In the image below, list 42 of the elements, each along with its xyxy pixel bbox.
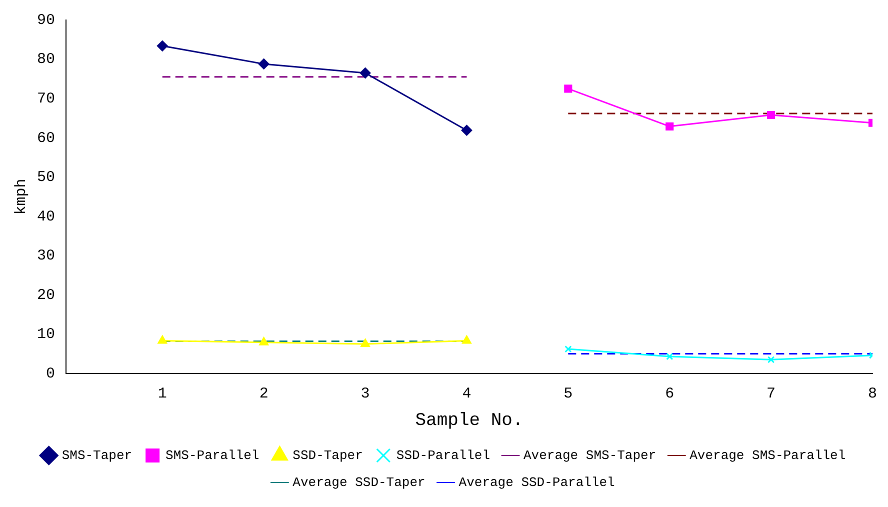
point [564, 345, 572, 353]
point [767, 110, 776, 120]
y-tick-label: 30 [36, 248, 56, 265]
y-tick-label: 60 [36, 130, 56, 147]
legend-label: Average SSD-Parallel [458, 474, 616, 490]
point [666, 352, 674, 360]
x-tick-label: 7 [766, 385, 776, 402]
y-tick-label: 70 [36, 90, 56, 108]
point [158, 335, 168, 344]
legend-label: Average SMS-Parallel [690, 448, 846, 463]
y-tick-label: 0 [46, 365, 56, 382]
y-tick-label: 10 [36, 326, 56, 344]
point [360, 68, 371, 79]
point [461, 124, 472, 136]
x-axis-title: Sample No. [415, 410, 524, 431]
y-tick-label: 50 [36, 169, 56, 186]
point [156, 40, 168, 52]
y-tick-label: 40 [36, 208, 56, 226]
x-tick-label: 5 [564, 385, 573, 402]
x-tick-label: 3 [360, 385, 370, 402]
legend-label: Average SMS-Taper [524, 448, 656, 463]
point [258, 58, 270, 70]
point [258, 336, 269, 346]
x-tick-label: 6 [665, 385, 674, 402]
x-tick-label: 2 [259, 385, 268, 402]
y-tick-label: 90 [36, 12, 56, 29]
y-axis-title: kmph [12, 178, 30, 215]
y-tick-label: 20 [36, 286, 56, 304]
legend-label: SSD-Taper [292, 448, 363, 463]
x-tick-label: 1 [158, 385, 167, 402]
y-tick-label: 80 [36, 51, 56, 68]
point [564, 84, 572, 93]
point [360, 338, 370, 347]
legend-label: SMS-Taper [62, 448, 132, 463]
x-tick-label: 4 [462, 385, 472, 402]
legend-label: Average SSD-Taper [292, 474, 426, 490]
point [666, 122, 674, 130]
point [767, 356, 775, 364]
point [462, 335, 472, 344]
x-tick-label: 8 [868, 385, 878, 402]
legend-label: SSD-Parallel [396, 448, 490, 463]
legend-label: SMS-Parallel [166, 448, 260, 463]
